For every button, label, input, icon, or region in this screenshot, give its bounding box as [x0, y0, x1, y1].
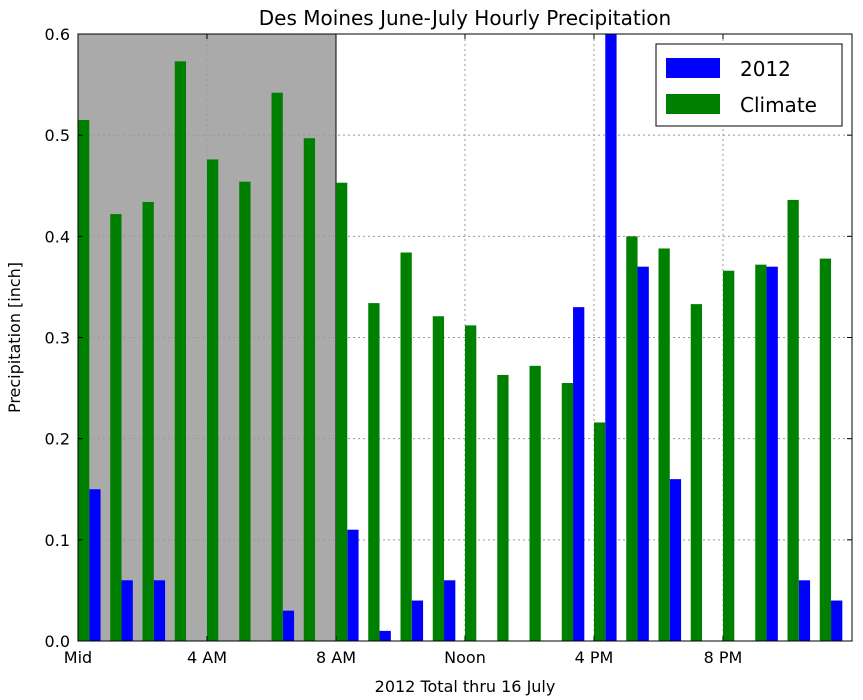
- bar-climate-hour-1: [110, 214, 122, 641]
- bar-2012-hour-22: [798, 580, 811, 641]
- bar-climate-hour-22: [787, 199, 799, 641]
- bar-climate-hour-20: [723, 270, 735, 641]
- x-tick-label: 8 AM: [316, 648, 356, 667]
- bar-2012-hour-18: [669, 479, 682, 641]
- y-tick-label: 0.2: [45, 430, 70, 449]
- bar-2012-hour-6: [282, 610, 295, 641]
- bar-climate-hour-15: [561, 383, 574, 641]
- bars-group: [78, 34, 843, 642]
- bar-2012-hour-17: [637, 266, 649, 641]
- legend-swatch-2012: [666, 58, 720, 78]
- y-axis-label: Precipitation [inch]: [5, 262, 24, 413]
- bar-climate-hour-19: [690, 304, 703, 641]
- y-tick-label: 0.6: [45, 25, 70, 44]
- chart-title: Des Moines June-July Hourly Precipitatio…: [259, 6, 671, 30]
- bar-2012-hour-15: [573, 307, 585, 641]
- x-tick-label: 8 PM: [704, 648, 743, 667]
- bar-climate-hour-2: [142, 201, 154, 642]
- x-axis-ticks: Mid 4 AM 8 AM Noon 4 PM 8 PM: [64, 34, 743, 667]
- bar-climate-hour-6: [271, 92, 283, 642]
- bar-climate-hour-12: [465, 325, 477, 641]
- bar-climate-hour-23: [819, 258, 832, 641]
- bar-climate-hour-17: [626, 236, 638, 642]
- bar-climate-hour-10: [400, 252, 412, 641]
- bar-2012-hour-0: [89, 489, 101, 641]
- y-tick-label: 0.4: [45, 227, 70, 246]
- x-axis-label: 2012 Total thru 16 July: [375, 677, 556, 696]
- y-tick-label: 0.0: [45, 632, 70, 651]
- bar-climate-hour-9: [368, 303, 380, 641]
- bar-climate-hour-4: [207, 159, 219, 642]
- bar-climate-hour-16: [594, 422, 606, 641]
- bar-climate-hour-3: [174, 61, 187, 641]
- bar-2012-hour-1: [121, 580, 133, 641]
- bar-2012-hour-21: [766, 266, 778, 641]
- legend-swatch-climate: [666, 94, 720, 114]
- bar-climate-hour-5: [239, 181, 251, 641]
- bar-climate-hour-8: [336, 182, 348, 641]
- x-tick-label: Noon: [444, 648, 486, 667]
- y-tick-label: 0.1: [45, 531, 70, 550]
- bar-climate-hour-7: [303, 138, 316, 641]
- bar-climate-hour-18: [658, 248, 670, 641]
- bar-climate-hour-0: [78, 119, 90, 641]
- bar-2012-hour-8: [347, 529, 359, 641]
- bar-2012-hour-23: [831, 600, 843, 641]
- y-tick-label: 0.3: [45, 329, 70, 348]
- bar-2012-hour-10: [411, 600, 424, 641]
- x-tick-label: 4 PM: [575, 648, 614, 667]
- legend-label-2012: 2012: [740, 57, 791, 81]
- bar-2012-hour-16: [605, 34, 617, 641]
- y-tick-label: 0.5: [45, 126, 70, 145]
- bar-2012-hour-11: [444, 580, 456, 641]
- y-axis-ticks: 0.0 0.1 0.2 0.3 0.4 0.5 0.6: [45, 25, 852, 651]
- bar-climate-hour-13: [497, 374, 509, 641]
- bar-climate-hour-14: [529, 365, 541, 641]
- x-tick-label: 4 AM: [187, 648, 227, 667]
- bar-2012-hour-2: [153, 580, 166, 641]
- bar-climate-hour-11: [432, 316, 445, 641]
- legend-label-climate: Climate: [740, 93, 817, 117]
- x-tick-label: Mid: [64, 648, 92, 667]
- bar-2012-hour-9: [379, 630, 391, 641]
- legend: 2012 Climate: [655, 43, 843, 127]
- bar-climate-hour-21: [755, 264, 767, 641]
